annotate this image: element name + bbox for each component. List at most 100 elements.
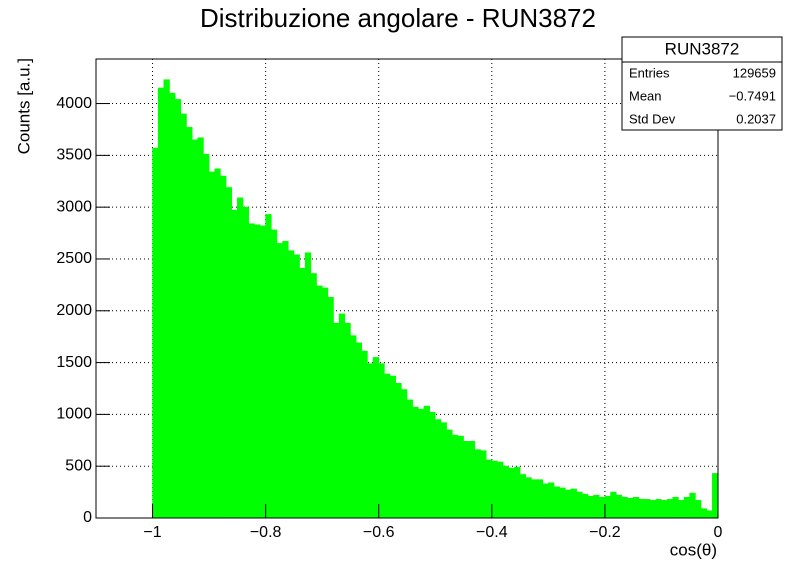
x-tick-label: −0.4 [476, 524, 508, 541]
bar [559, 487, 566, 519]
bar [152, 147, 159, 519]
y-tick-label: 4000 [56, 95, 92, 112]
bar [389, 375, 396, 519]
bar [350, 335, 357, 519]
bar [644, 499, 651, 519]
bar [712, 473, 719, 519]
bar [457, 435, 464, 519]
bar [282, 241, 289, 519]
stats-frame [621, 36, 783, 131]
bar [463, 441, 470, 519]
bar [661, 500, 668, 519]
y-tick-label: 1500 [56, 354, 92, 371]
bar [197, 137, 204, 519]
plot-area [96, 59, 719, 519]
bar [355, 342, 363, 519]
bar [361, 350, 368, 519]
bar [683, 496, 691, 519]
bar [666, 499, 674, 519]
bar [678, 500, 685, 519]
bar [372, 357, 380, 519]
bar [627, 498, 634, 519]
bar [531, 479, 538, 519]
bar [508, 467, 515, 519]
stats-key: Mean [629, 88, 662, 103]
bar [418, 408, 425, 519]
bar [316, 285, 323, 519]
bar [621, 496, 628, 519]
bar [695, 500, 702, 519]
bar [615, 494, 623, 519]
bar [525, 477, 532, 519]
bar [700, 508, 707, 519]
y-tick-label: 2000 [56, 302, 92, 319]
bar [304, 252, 312, 519]
bar [423, 405, 430, 519]
bar [321, 287, 329, 519]
bar [169, 92, 176, 519]
bar [214, 168, 221, 519]
x-tick-label: −0.2 [589, 524, 621, 541]
bar [265, 214, 272, 519]
bar [186, 127, 193, 519]
chart-title: Distribuzione angolare - RUN3872 [200, 3, 596, 33]
bar [576, 491, 583, 519]
bar [401, 389, 408, 519]
bar [203, 154, 210, 519]
bar [367, 363, 374, 519]
bar [333, 322, 340, 519]
bar [548, 482, 555, 519]
bar [689, 492, 696, 519]
x-tick-label: −1 [143, 524, 161, 541]
plot-frame [95, 58, 719, 519]
bar [310, 273, 317, 519]
bar [276, 243, 283, 519]
y-tick-label: 3500 [56, 147, 92, 164]
bar [485, 459, 493, 519]
y-tick-label: 2500 [56, 250, 92, 267]
bar [293, 254, 300, 519]
bar [446, 429, 453, 519]
bar [491, 460, 498, 519]
bar [338, 313, 346, 519]
bar [610, 491, 617, 519]
bar [434, 419, 442, 519]
stats-value: 129659 [733, 65, 776, 80]
bar [497, 461, 504, 519]
bar [451, 434, 459, 519]
bar [480, 450, 487, 519]
bar [593, 494, 600, 519]
x-axis-label: cos(θ) [670, 540, 717, 559]
bar [344, 322, 351, 519]
bar [327, 297, 334, 519]
bar [429, 412, 436, 519]
bar [174, 99, 182, 519]
bar [254, 224, 261, 519]
bar [474, 449, 481, 519]
bar [502, 465, 510, 519]
bar [287, 250, 295, 519]
stats-title: RUN3872 [665, 39, 740, 58]
bar [570, 488, 577, 519]
bar [638, 499, 645, 519]
x-tick-label: −0.6 [363, 524, 395, 541]
bar [180, 113, 187, 519]
bar [632, 496, 640, 519]
bar [536, 479, 544, 519]
bar [378, 363, 385, 519]
stats-box: RUN3872 Entries 129659 Mean −0.7491 Std … [621, 36, 783, 131]
bar [299, 267, 306, 519]
y-tick-label: 500 [65, 457, 92, 474]
bar [231, 209, 238, 519]
bar [604, 495, 611, 519]
x-tick-label: −0.8 [250, 524, 282, 541]
stats-key: Entries [629, 65, 670, 80]
y-tick-label: 1000 [56, 406, 92, 423]
bar [220, 175, 227, 519]
bar [259, 225, 266, 519]
bar [598, 496, 606, 519]
stats-value: −0.7491 [729, 88, 776, 103]
bar [565, 489, 572, 519]
bar [237, 197, 244, 519]
bar [440, 422, 447, 519]
